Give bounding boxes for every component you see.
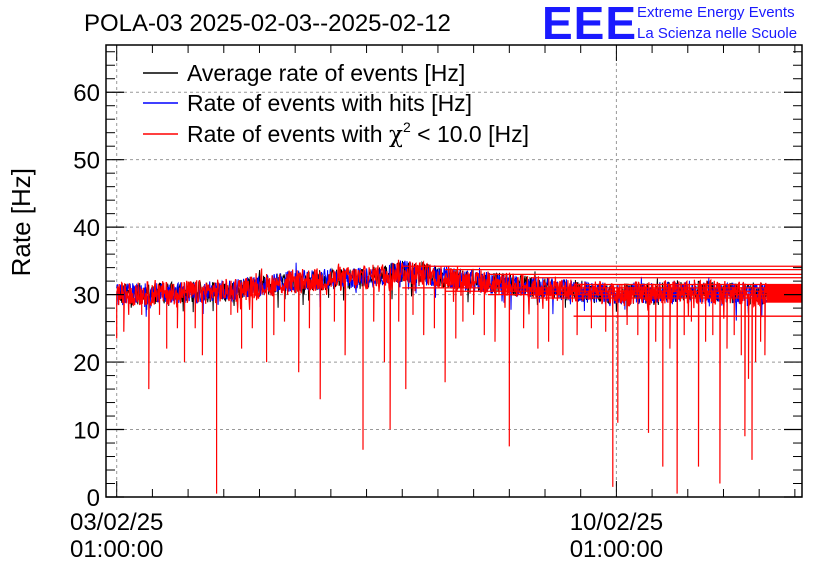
legend-label-chi2: Rate of events with χ2 < 10.0 [Hz]	[187, 119, 529, 148]
logo-line-1: Extreme Energy Events	[637, 4, 795, 21]
legend-chi2-prefix: Rate of events with	[187, 121, 389, 147]
legend-label-average: Average rate of events [Hz]	[187, 60, 465, 86]
x-tick-label-time: 01:00:00	[570, 536, 663, 563]
x-tick-label-date: 03/02/25	[70, 509, 163, 536]
logo-line-2: La Scienza nelle Scuole	[637, 25, 798, 42]
y-tick-label: 10	[73, 418, 100, 445]
legend-label-hits: Rate of events with hits [Hz]	[187, 90, 472, 116]
y-tick-label: 40	[73, 215, 100, 242]
y-tick-label: 50	[73, 148, 100, 175]
legend-chi2-symbol: χ	[389, 122, 403, 148]
eee-logo: EEE	[542, 0, 638, 49]
plot-frame	[105, 44, 803, 498]
y-tick-label: 60	[73, 80, 100, 107]
y-tick-label: 30	[73, 283, 100, 310]
y-tick-label: 20	[73, 350, 100, 377]
series-line-chi2	[116, 259, 767, 494]
legend-chi2-superscript: 2	[403, 119, 411, 135]
chart-title: POLA-03 2025-02-03--2025-02-12	[84, 10, 451, 37]
x-tick-label-time: 01:00:00	[70, 536, 163, 563]
series-chi2-end-band	[766, 284, 802, 303]
y-tick-label: 0	[87, 485, 100, 512]
legend-chi2-suffix: < 10.0 [Hz]	[411, 121, 529, 147]
x-tick-label-date: 10/02/25	[570, 509, 663, 536]
